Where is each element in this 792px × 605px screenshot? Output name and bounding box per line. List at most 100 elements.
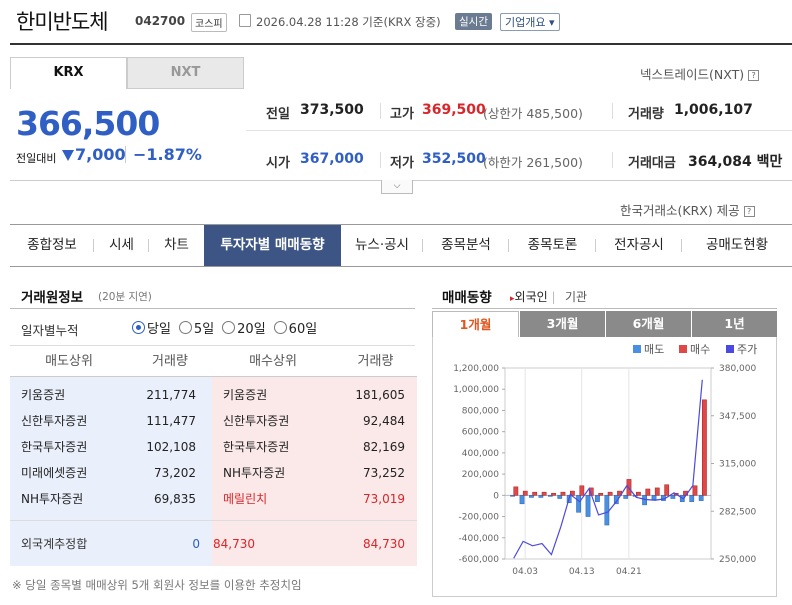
sell-column: 키움증권 211,774 신한투자증권 111,477 한국투자증권 102,108 … bbox=[10, 377, 212, 520]
expand-chevron-icon[interactable]: ⌵ bbox=[381, 180, 413, 194]
y2-tick-label: 347,500 bbox=[719, 412, 756, 422]
foreign-estimate-row: 외국계추정합 0 84,730 84,730 bbox=[10, 520, 417, 566]
tab-krx[interactable]: KRX bbox=[10, 57, 127, 89]
bullet-icon: ▸ bbox=[510, 294, 515, 304]
stock-code: 042700 bbox=[135, 14, 186, 28]
col-buy-volume: 거래량 bbox=[357, 354, 394, 369]
tab-discussion[interactable]: 종목토론 bbox=[509, 225, 596, 266]
broker-volume: 73,019 bbox=[363, 492, 405, 506]
col-sell-volume: 거래량 bbox=[152, 354, 188, 369]
tab-6months[interactable]: 6개월 bbox=[605, 311, 691, 337]
price-change-value: 7,000 bbox=[75, 145, 126, 164]
bar-sell bbox=[623, 495, 629, 499]
section-divider bbox=[432, 308, 777, 309]
table-row: 키움증권 181,605 bbox=[212, 382, 417, 408]
tab-nxt[interactable]: NXT bbox=[127, 57, 244, 89]
trading-trend-title: 매매동향 bbox=[442, 290, 492, 306]
radio-5days[interactable]: 5일 bbox=[178, 318, 215, 337]
y-tick-label: 1,200,000 bbox=[453, 364, 499, 374]
quote-divider bbox=[246, 130, 792, 131]
foreign-diff-value: 84,730 bbox=[213, 537, 255, 551]
tab-1month[interactable]: 1개월 bbox=[432, 311, 519, 337]
tab-summary[interactable]: 종합정보 bbox=[10, 225, 94, 266]
bar-buy bbox=[522, 490, 528, 496]
amount-value: 364,084 백만 bbox=[688, 154, 783, 170]
y2-tick-label: 250,000 bbox=[719, 555, 756, 565]
table-row: 메릴린치 73,019 bbox=[212, 486, 417, 512]
foreign-estimate-label: 외국계추정합 bbox=[21, 537, 88, 551]
bar-sell bbox=[557, 495, 563, 499]
tab-disclosure[interactable]: 전자공시 bbox=[596, 225, 682, 266]
broker-name[interactable]: 한국투자증권 bbox=[223, 440, 290, 454]
y2-tick-label: 315,000 bbox=[719, 460, 756, 470]
broker-name[interactable]: NH투자증권 bbox=[223, 466, 286, 480]
bar-buy bbox=[579, 485, 585, 496]
bar-sell bbox=[510, 495, 515, 497]
radio-label: 60일 bbox=[288, 322, 318, 337]
krx-provider-link[interactable]: 한국거래소(KRX) 제공 ? bbox=[620, 200, 755, 219]
tab-3months[interactable]: 3개월 bbox=[519, 311, 605, 337]
radio-60days[interactable]: 60일 bbox=[273, 318, 318, 337]
tab-chart[interactable]: 차트 bbox=[164, 237, 189, 253]
realtime-button[interactable]: 실시간 bbox=[455, 13, 492, 30]
bar-buy bbox=[560, 491, 566, 496]
bar-sell bbox=[538, 495, 544, 498]
broker-name[interactable]: 신한투자증권 bbox=[223, 414, 290, 428]
x-tick-label: 04.13 bbox=[569, 567, 595, 577]
radio-today[interactable]: 당일 bbox=[132, 318, 171, 337]
legend-swatch bbox=[633, 345, 641, 353]
filter-foreign[interactable]: ▸외국인 | bbox=[510, 290, 556, 304]
nxt-link-label: 넥스트레이드(NXT) bbox=[640, 67, 745, 82]
high-label: 고가 bbox=[390, 107, 414, 122]
broker-name[interactable]: NH투자증권 bbox=[21, 492, 84, 506]
quote-datetime: 2026.04.28 11:28 기준(KRX 장중) bbox=[256, 15, 441, 29]
broker-name[interactable]: 신한투자증권 bbox=[21, 414, 88, 428]
broker-volume: 211,774 bbox=[146, 388, 196, 402]
bar-sell bbox=[547, 495, 553, 497]
y-tick-label: 400,000 bbox=[462, 449, 499, 459]
bar-buy bbox=[645, 488, 651, 496]
x-tick-label: 04.03 bbox=[512, 567, 538, 577]
table-row: NH투자증권 69,835 bbox=[10, 486, 212, 512]
radio-checked-icon bbox=[132, 321, 145, 334]
radio-label: 5일 bbox=[193, 322, 215, 337]
delay-note: (20분 지연) bbox=[98, 291, 152, 303]
krx-provider-label: 한국거래소(KRX) 제공 bbox=[620, 203, 740, 218]
broker-name[interactable]: 한국투자증권 bbox=[21, 440, 88, 454]
bar-sell bbox=[698, 495, 704, 501]
help-icon[interactable]: ? bbox=[748, 70, 760, 81]
y-tick-label: -600,000 bbox=[459, 555, 500, 565]
table-row: 미래에셋증권 73,202 bbox=[10, 460, 212, 486]
tab-analysis[interactable]: 종목분석 bbox=[423, 225, 509, 266]
open-value: 367,000 bbox=[300, 151, 364, 167]
main-nav: 종합정보 시세 차트 투자자별 매매동향 뉴스·공시 종목분석 종목토론 전자공… bbox=[10, 224, 792, 267]
radio-unchecked-icon bbox=[178, 321, 192, 334]
volume-value: 1,006,107 bbox=[674, 102, 753, 118]
broker-name[interactable]: 키움증권 bbox=[223, 388, 268, 402]
company-overview-dropdown[interactable]: 기업개요 ▾ bbox=[500, 13, 560, 31]
help-icon[interactable]: ? bbox=[743, 206, 755, 217]
broker-name-foreign[interactable]: 메릴린치 bbox=[223, 492, 268, 506]
tab-news[interactable]: 뉴스·공시 bbox=[341, 225, 423, 266]
tab-short-selling[interactable]: 공매도현황 bbox=[705, 237, 769, 253]
low-value: 352,500 bbox=[422, 151, 486, 167]
tab-1year[interactable]: 1년 bbox=[691, 311, 777, 337]
broker-volume: 73,252 bbox=[363, 466, 405, 480]
period-radio-group: 당일 5일 20일 60일 bbox=[132, 318, 325, 337]
broker-name[interactable]: 미래에셋증권 bbox=[21, 466, 88, 480]
tab-quotes[interactable]: 시세 bbox=[94, 225, 149, 266]
radio-20days[interactable]: 20일 bbox=[222, 318, 266, 337]
bar-buy bbox=[636, 491, 641, 496]
upper-limit: (상한가 485,500) bbox=[483, 106, 583, 121]
y-tick-label: 800,000 bbox=[462, 406, 499, 416]
bar-buy bbox=[702, 399, 707, 496]
broker-info-title: 거래원정보 bbox=[21, 290, 84, 306]
legend-swatch bbox=[679, 345, 687, 353]
plot-frame bbox=[504, 367, 712, 560]
broker-name[interactable]: 키움증권 bbox=[21, 388, 66, 402]
nxt-info-link[interactable]: 넥스트레이드(NXT) ? bbox=[640, 64, 760, 83]
broker-volume: 102,108 bbox=[146, 440, 196, 454]
tab-investor-trading[interactable]: 투자자별 매매동향 bbox=[204, 225, 341, 266]
filter-institution[interactable]: 기관 bbox=[565, 290, 588, 304]
low-label: 저가 bbox=[390, 156, 414, 171]
